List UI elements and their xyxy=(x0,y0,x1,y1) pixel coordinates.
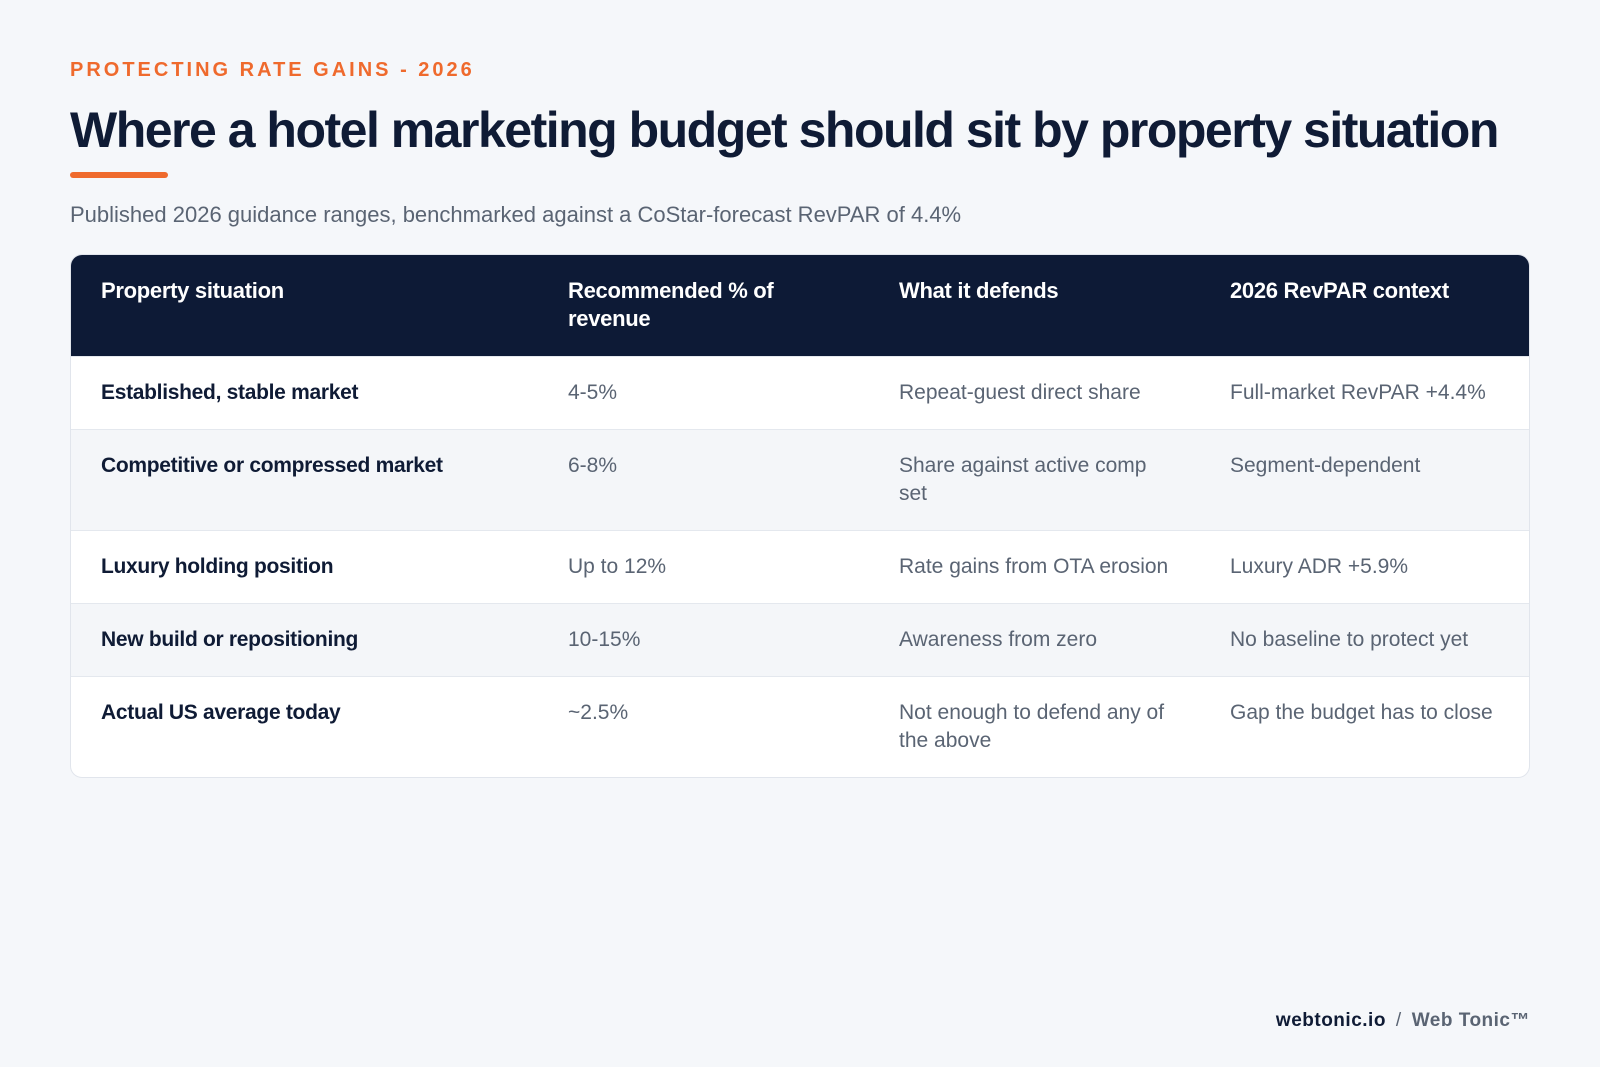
eyebrow-label: PROTECTING RATE GAINS - 2026 xyxy=(70,59,475,81)
defends-cell: Not enough to defend any of the above xyxy=(899,701,1165,752)
defends-cell: Share against active comp set xyxy=(899,454,1147,505)
revpar-context-cell: Gap the budget has to close xyxy=(1230,701,1493,724)
footer-site: webtonic.io xyxy=(1275,1010,1386,1031)
footer-separator: / xyxy=(1395,1010,1402,1031)
recommended-percent-cell: 10-15% xyxy=(568,628,641,651)
footer-brand: Web Tonic™ xyxy=(1411,1010,1530,1031)
table-row: Luxury holding position Up to 12% Rate g… xyxy=(71,530,1529,603)
revpar-context-cell: Full-market RevPAR +4.4% xyxy=(1230,381,1486,404)
defends-cell: Awareness from zero xyxy=(899,628,1098,651)
recommended-percent-cell: ~2.5% xyxy=(568,701,629,724)
row-label: Luxury holding position xyxy=(101,555,334,578)
revpar-context-cell: Segment-dependent xyxy=(1230,454,1421,477)
row-label: Established, stable market xyxy=(101,381,359,404)
column-header-what-it-defends: What it defends xyxy=(899,278,1059,303)
defends-cell: Rate gains from OTA erosion xyxy=(899,555,1169,578)
page: PROTECTING RATE GAINS - 2026 Where a hot… xyxy=(70,56,1530,778)
row-label: New build or repositioning xyxy=(101,628,359,651)
budget-table: Property situation Recommended % of reve… xyxy=(70,254,1530,778)
table-row: New build or repositioning 10-15% Awaren… xyxy=(71,603,1529,676)
recommended-percent-cell: Up to 12% xyxy=(568,555,667,578)
recommended-percent-cell: 4-5% xyxy=(568,381,618,404)
recommended-percent-cell: 6-8% xyxy=(568,454,618,477)
column-header-recommended-percent: Recommended % of revenue xyxy=(568,278,774,331)
table-row: Competitive or compressed market 6-8% Sh… xyxy=(71,429,1529,530)
footer-credit: webtonic.io / Web Tonic™ xyxy=(1276,1010,1530,1032)
page-subtitle: Published 2026 guidance ranges, benchmar… xyxy=(70,202,962,227)
revpar-context-cell: No baseline to protect yet xyxy=(1230,628,1469,651)
table-header-row: Property situation Recommended % of reve… xyxy=(71,255,1529,356)
column-header-property-situation: Property situation xyxy=(101,278,284,303)
page-title: Where a hotel marketing budget should si… xyxy=(70,102,1499,158)
column-header-revpar-context: 2026 RevPAR context xyxy=(1230,278,1449,303)
table-row: Established, stable market 4-5% Repeat-g… xyxy=(71,356,1529,429)
table-row: Actual US average today ~2.5% Not enough… xyxy=(71,676,1529,777)
defends-cell: Repeat-guest direct share xyxy=(899,381,1141,404)
row-label: Competitive or compressed market xyxy=(101,454,443,477)
row-label: Actual US average today xyxy=(101,701,341,724)
revpar-context-cell: Luxury ADR +5.9% xyxy=(1230,555,1409,578)
accent-divider xyxy=(70,172,168,178)
